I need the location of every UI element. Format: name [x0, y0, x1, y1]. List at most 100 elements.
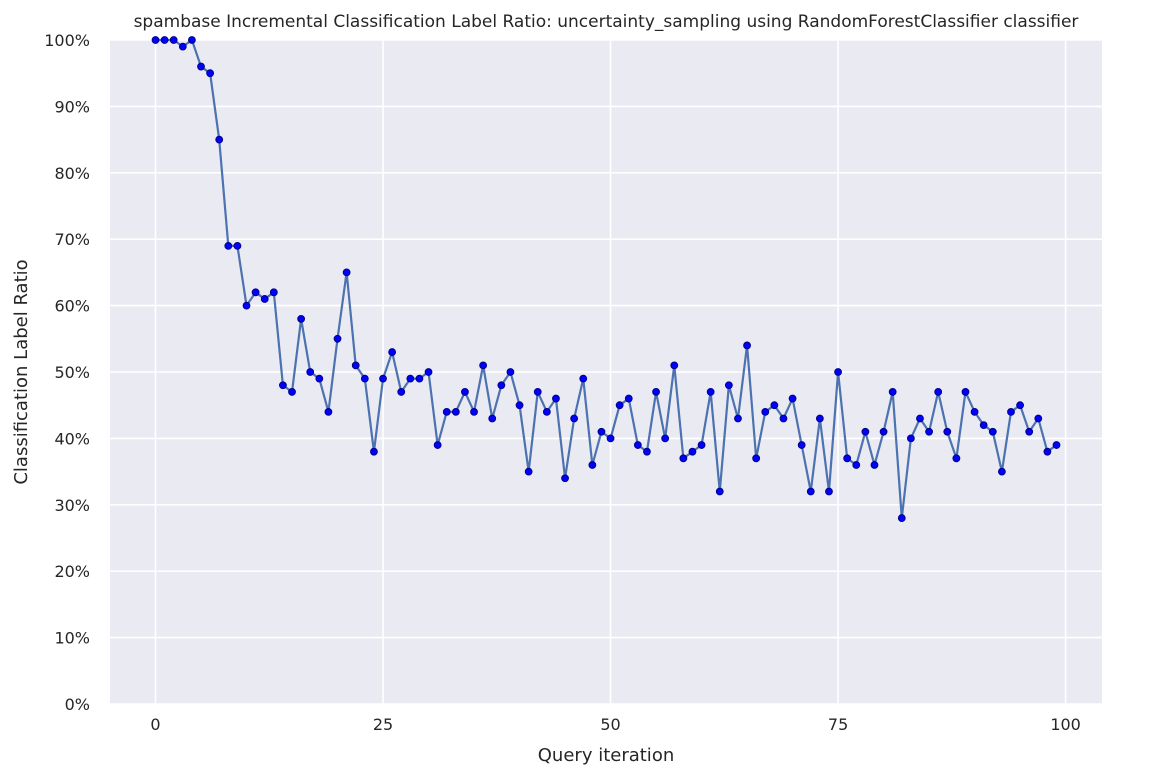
data-point: [570, 414, 579, 423]
data-point: [852, 461, 861, 469]
data-point: [861, 427, 870, 436]
chart-title: spambase Incremental Classification Labe…: [134, 12, 1079, 32]
data-point: [488, 414, 497, 423]
series-line: [155, 38, 1058, 520]
data-point: [370, 447, 378, 456]
data-point: [433, 441, 442, 449]
data-point: [388, 348, 397, 356]
data-point: [306, 368, 315, 376]
data-point: [615, 401, 624, 410]
data-point: [770, 401, 779, 410]
y-tick-label: 0%: [65, 695, 90, 714]
data-point: [706, 388, 715, 396]
data-point: [324, 407, 333, 416]
data-point: [897, 514, 906, 522]
data-point: [515, 401, 524, 410]
data-point: [360, 374, 369, 383]
data-point: [524, 467, 533, 476]
data-point: [715, 487, 724, 496]
data-point: [970, 407, 979, 416]
data-point: [178, 42, 187, 51]
data-point: [424, 368, 433, 376]
data-point: [815, 414, 824, 423]
series-line-path: [155, 38, 1058, 520]
data-point: [688, 447, 697, 456]
y-axis-label: Classification Label Ratio: [11, 259, 32, 484]
data-point: [979, 421, 988, 430]
data-point: [461, 388, 469, 396]
data-point: [1016, 401, 1024, 410]
data-point: [406, 374, 415, 383]
data-point: [997, 467, 1006, 476]
data-point: [643, 447, 651, 456]
data-point: [1043, 447, 1052, 456]
data-point: [479, 361, 488, 370]
data-point: [943, 427, 952, 436]
data-point: [206, 69, 215, 78]
data-point: [251, 288, 260, 297]
y-tick-label: 40%: [54, 429, 90, 448]
data-point: [1007, 407, 1015, 416]
data-point: [697, 441, 706, 449]
y-axis-ticks: 0% 10% 20% 30% 40% 50% 60% 70% 80% 90% 100%: [44, 31, 90, 714]
data-point: [724, 381, 733, 390]
x-tick-label: 75: [828, 715, 848, 734]
data-point: [552, 394, 560, 403]
data-point: [333, 334, 342, 343]
data-point: [952, 454, 961, 463]
data-point: [470, 407, 478, 416]
data-point: [1052, 441, 1061, 449]
data-point: [834, 368, 842, 376]
data-point: [269, 288, 278, 297]
data-point: [315, 374, 324, 383]
y-tick-label: 70%: [54, 230, 90, 249]
data-point: [260, 295, 269, 303]
x-axis-label: Query iteration: [538, 745, 674, 766]
data-point: [215, 135, 224, 144]
data-point: [151, 36, 160, 44]
data-point: [242, 301, 251, 310]
data-point: [925, 427, 933, 436]
data-point: [588, 461, 597, 469]
data-point: [797, 441, 806, 449]
data-point: [506, 368, 515, 376]
data-point: [279, 381, 287, 390]
data-point: [870, 461, 879, 469]
y-tick-label: 60%: [54, 297, 90, 316]
grid-lines: [110, 39, 1102, 705]
data-point: [497, 381, 506, 390]
data-point: [652, 388, 660, 396]
data-point: [169, 36, 178, 44]
data-point: [379, 374, 387, 383]
data-point: [533, 388, 542, 396]
data-point: [916, 414, 924, 423]
data-point: [597, 427, 606, 436]
x-axis-ticks: 0 25 50 75 100: [150, 715, 1080, 734]
y-tick-label: 100%: [44, 31, 90, 50]
data-point: [825, 487, 833, 496]
data-point: [288, 388, 296, 396]
x-tick-label: 0: [150, 715, 160, 734]
data-point: [188, 36, 196, 44]
data-point: [561, 474, 569, 483]
data-point: [761, 407, 770, 416]
y-tick-label: 10%: [54, 629, 90, 648]
y-tick-label: 20%: [54, 562, 90, 581]
data-point: [843, 454, 852, 463]
data-point: [542, 407, 551, 416]
data-point: [779, 414, 788, 423]
data-point: [988, 427, 997, 436]
data-point: [906, 434, 915, 443]
data-point: [197, 62, 205, 71]
data-point: [579, 374, 588, 383]
data-point: [743, 341, 751, 350]
data-point: [624, 394, 633, 403]
y-tick-label: 80%: [54, 164, 90, 183]
data-point: [661, 434, 670, 443]
y-tick-label: 90%: [54, 97, 90, 116]
data-point: [1034, 414, 1043, 423]
data-point: [734, 414, 742, 423]
x-tick-label: 50: [600, 715, 620, 734]
series-markers: [151, 36, 1061, 522]
